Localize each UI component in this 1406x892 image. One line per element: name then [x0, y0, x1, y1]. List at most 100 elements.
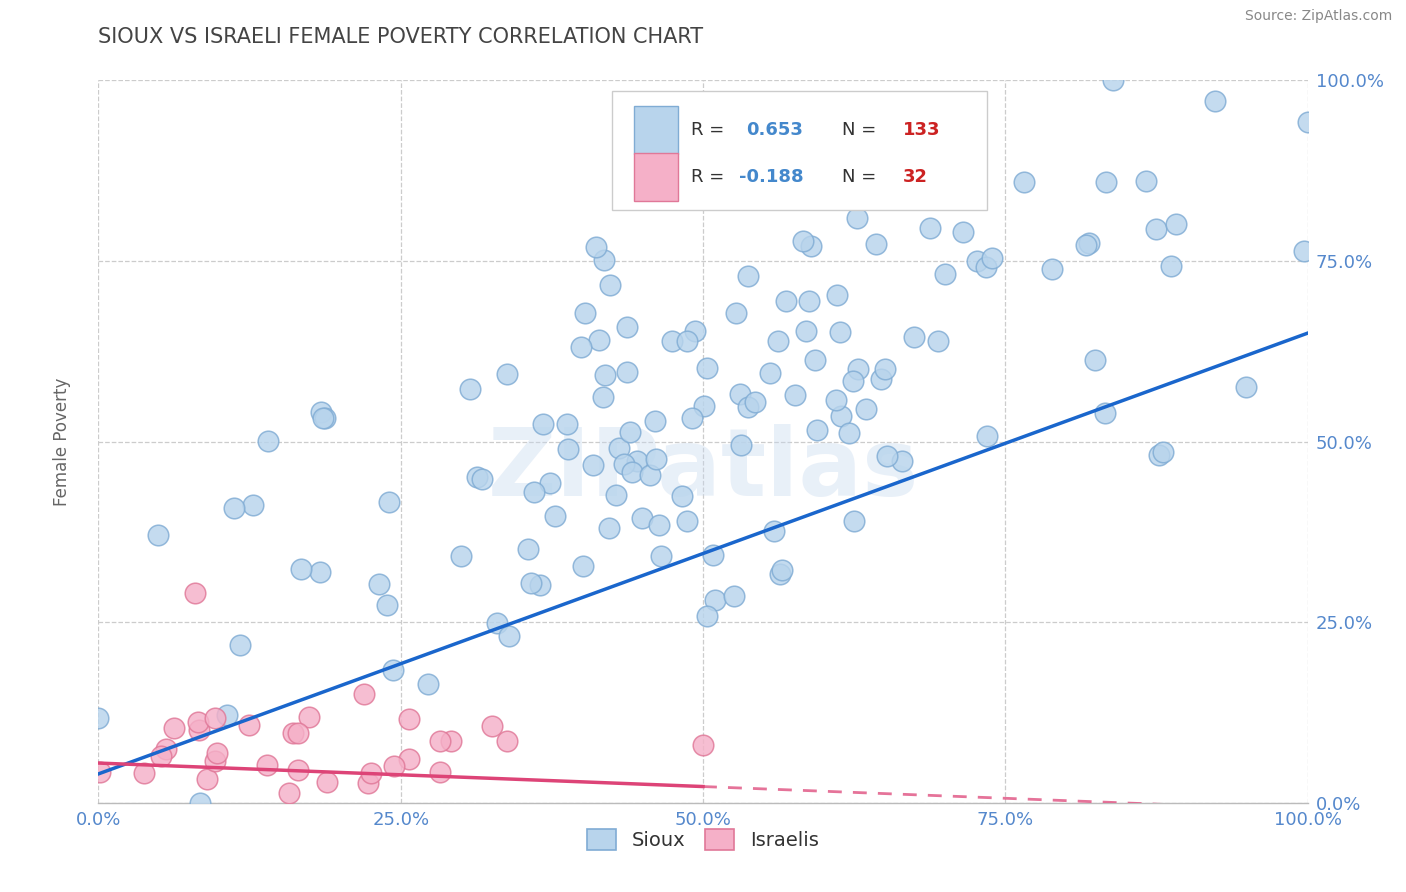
Point: [770, 563, 793, 577]
Point: [217, 708, 239, 723]
Point: [650, 549, 672, 564]
Point: [692, 399, 714, 413]
Point: [222, 500, 245, 515]
Point: [966, 253, 988, 268]
Text: N =: N =: [842, 120, 882, 139]
Point: [616, 319, 638, 334]
Point: [934, 267, 956, 281]
Point: [631, 511, 654, 525]
Point: [675, 514, 697, 528]
Point: [1294, 244, 1316, 259]
Point: [638, 467, 661, 482]
Point: [229, 638, 252, 652]
Point: [398, 712, 420, 726]
Point: [797, 293, 820, 308]
Point: [619, 425, 641, 439]
Point: [134, 766, 156, 780]
Text: ZIPatlas: ZIPatlas: [488, 425, 918, 516]
Point: [1160, 259, 1182, 273]
Point: [980, 251, 1002, 265]
Point: [1102, 73, 1125, 87]
Point: [661, 334, 683, 349]
Text: 133: 133: [903, 120, 941, 139]
Point: [683, 324, 706, 338]
Point: [367, 577, 389, 591]
Point: [846, 211, 869, 225]
Point: [593, 368, 616, 382]
Point: [730, 438, 752, 452]
Point: [458, 382, 481, 396]
Point: [744, 395, 766, 409]
Point: [903, 330, 925, 344]
Point: [242, 498, 264, 512]
Legend: Sioux, Israelis: Sioux, Israelis: [579, 822, 827, 858]
Point: [762, 524, 785, 538]
Point: [1234, 380, 1257, 394]
Text: 0.653: 0.653: [747, 120, 803, 139]
Point: [357, 776, 380, 790]
Point: [498, 629, 520, 643]
Point: [481, 719, 503, 733]
Point: [724, 306, 747, 320]
Point: [163, 722, 186, 736]
Point: [825, 288, 848, 302]
Point: [188, 796, 211, 810]
Point: [256, 434, 278, 448]
Point: [669, 189, 692, 203]
FancyBboxPatch shape: [634, 106, 678, 153]
Point: [440, 734, 463, 748]
Point: [927, 334, 949, 348]
Point: [429, 764, 451, 779]
Point: [429, 734, 451, 748]
Point: [1040, 261, 1063, 276]
Point: [146, 528, 169, 542]
Point: [599, 277, 621, 292]
Point: [1147, 448, 1170, 462]
Point: [626, 454, 648, 468]
Point: [314, 411, 336, 425]
Point: [952, 225, 974, 239]
Point: [188, 723, 211, 737]
Point: [1296, 115, 1319, 129]
Point: [838, 425, 860, 440]
Point: [309, 405, 332, 419]
Point: [644, 452, 666, 467]
Point: [309, 565, 332, 579]
Text: Source: ZipAtlas.com: Source: ZipAtlas.com: [1244, 9, 1392, 23]
Point: [825, 392, 848, 407]
Point: [1084, 353, 1107, 368]
Point: [675, 334, 697, 349]
Point: [544, 509, 567, 524]
Point: [87, 711, 110, 725]
Point: [256, 758, 278, 772]
Point: [830, 409, 852, 423]
Point: [723, 590, 745, 604]
Point: [768, 334, 790, 349]
Point: [471, 472, 494, 486]
Point: [598, 521, 620, 535]
Point: [704, 593, 727, 607]
Point: [1166, 217, 1188, 231]
Point: [1135, 174, 1157, 188]
Point: [450, 549, 472, 563]
Point: [238, 718, 260, 732]
Point: [495, 734, 517, 748]
Point: [865, 237, 887, 252]
Point: [855, 401, 877, 416]
Point: [769, 566, 792, 581]
Point: [605, 487, 627, 501]
Point: [806, 424, 828, 438]
Point: [582, 458, 605, 472]
Point: [569, 340, 592, 354]
Point: [775, 294, 797, 309]
Point: [287, 763, 309, 777]
Point: [620, 465, 643, 479]
Point: [519, 576, 541, 591]
Point: [974, 260, 997, 274]
Point: [195, 772, 218, 786]
Point: [204, 711, 226, 725]
Point: [495, 367, 517, 381]
Point: [737, 401, 759, 415]
Point: [1012, 175, 1035, 189]
Text: 32: 32: [903, 168, 928, 186]
